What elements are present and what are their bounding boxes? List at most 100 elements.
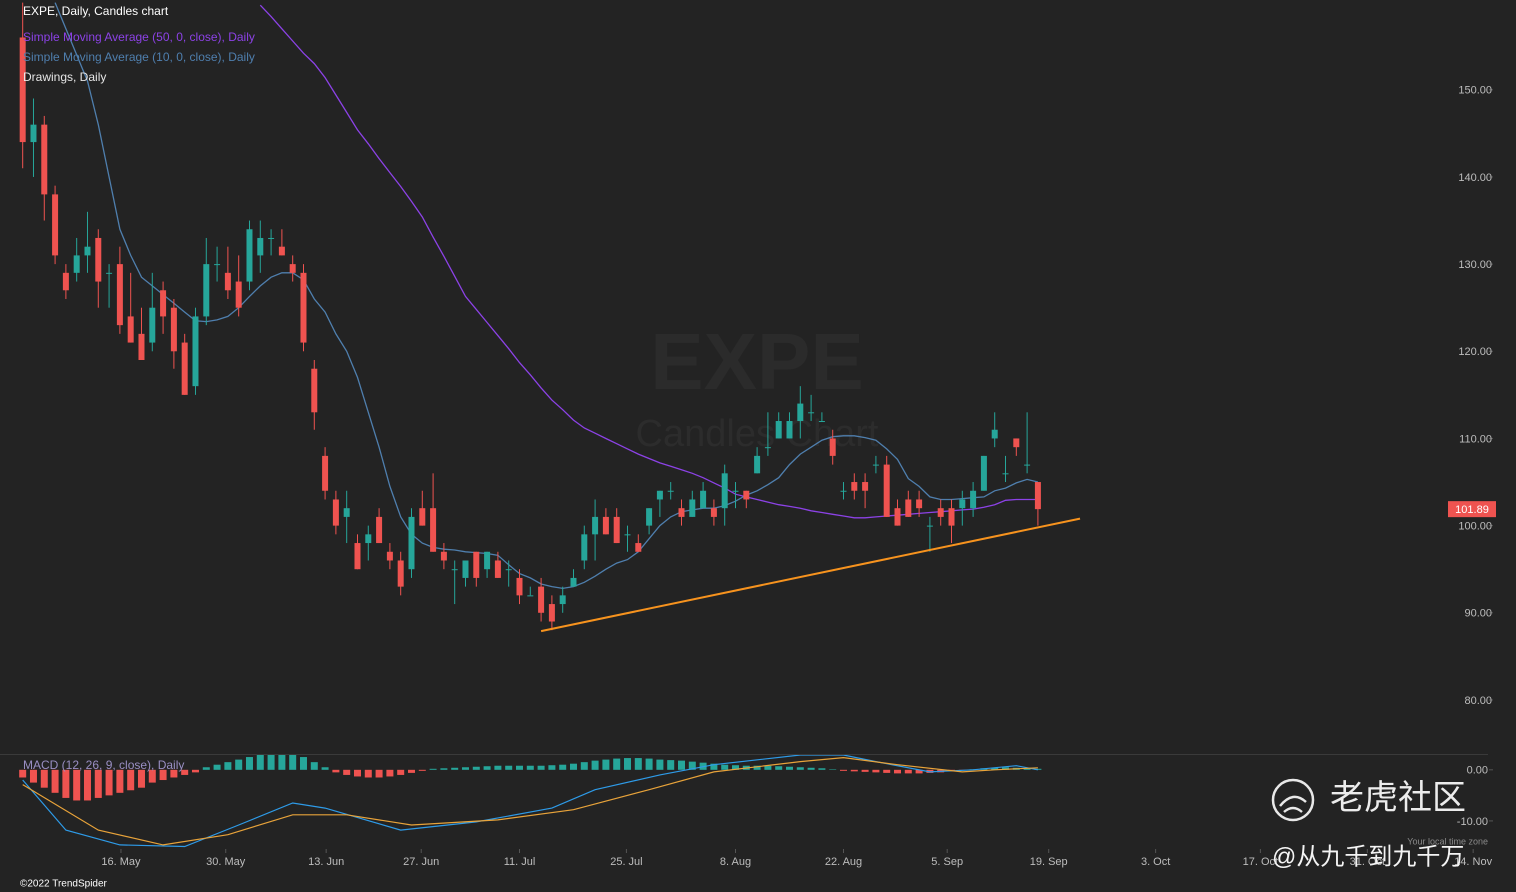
histogram-bar	[256, 755, 264, 770]
histogram-bar	[148, 769, 156, 783]
histogram-bar	[191, 769, 199, 773]
candle-body	[624, 534, 631, 536]
candle-body	[30, 124, 37, 143]
histogram-bar	[829, 769, 837, 770]
x-tick-label: 3. Oct	[1141, 856, 1170, 868]
histogram-bar	[840, 769, 848, 771]
candle-body	[235, 281, 242, 308]
histogram-bar	[688, 761, 696, 770]
candle-body	[332, 499, 339, 526]
x-tick-label: 11. Jul	[504, 856, 536, 868]
candle-body	[656, 490, 663, 500]
histogram-bar	[559, 764, 567, 770]
candle-body	[473, 551, 480, 578]
histogram-bar	[407, 769, 415, 773]
candle-body	[203, 264, 210, 317]
histogram-bar	[461, 767, 469, 770]
histogram-bar	[883, 769, 891, 773]
histogram-bar	[364, 769, 372, 778]
histogram-bar	[872, 769, 880, 773]
histogram-bar	[343, 769, 351, 775]
candle-body	[646, 508, 653, 526]
candle-body	[300, 272, 307, 343]
histogram-bar	[29, 769, 37, 783]
candle-body	[52, 194, 59, 256]
candle-body	[991, 429, 998, 439]
histogram-bar	[796, 767, 804, 770]
histogram-bar	[224, 762, 232, 770]
moving-average-line	[54, 2, 1039, 590]
histogram-bar	[451, 767, 459, 770]
candle-body	[635, 543, 642, 552]
candle-body	[808, 412, 815, 414]
histogram-bar	[386, 769, 394, 777]
histogram-bar	[73, 769, 81, 801]
histogram-bar	[321, 767, 329, 770]
histogram-bar	[645, 758, 653, 770]
candle-body	[343, 508, 350, 517]
chart-title: EXPE, Daily, Candles chart	[23, 4, 169, 18]
histogram-bar	[515, 765, 523, 770]
candle-body	[224, 272, 231, 291]
x-tick-label: 22. Aug	[825, 856, 862, 868]
histogram-bar	[51, 769, 59, 793]
histogram-bar	[127, 769, 135, 791]
histogram-bar	[429, 768, 437, 770]
candle-body	[970, 490, 977, 509]
candle-body	[851, 482, 858, 491]
x-tick-label: 25. Jul	[610, 856, 642, 868]
candle-body	[700, 490, 707, 509]
x-tick-label: 30. May	[206, 856, 246, 868]
histogram-bar	[991, 767, 999, 770]
candle-body	[138, 333, 145, 361]
histogram-bar	[105, 769, 113, 796]
candle-body	[872, 464, 879, 466]
candle-body	[246, 229, 253, 282]
histogram-bar	[299, 757, 307, 770]
histogram-bar	[472, 766, 480, 770]
histogram-bar	[807, 767, 815, 770]
x-tick-label: 27. Jun	[403, 856, 439, 868]
candle-body	[505, 569, 512, 571]
histogram-bar	[602, 759, 610, 770]
y-tick-label: 0.00	[1467, 765, 1488, 777]
histogram-bar	[634, 758, 642, 770]
x-tick-label: 19. Sep	[1030, 856, 1068, 868]
candle-body	[311, 368, 318, 413]
candle-body	[948, 508, 955, 526]
candle-body	[916, 499, 923, 509]
histogram-bar	[786, 766, 794, 770]
macd-title: MACD (12, 26, 9, close), Daily	[23, 758, 184, 772]
histogram-bar	[137, 769, 145, 788]
candle-body	[818, 421, 825, 423]
candle-body	[95, 237, 102, 282]
candle-body	[570, 577, 577, 587]
legend-entry: Simple Moving Average (10, 0, close), Da…	[23, 50, 255, 64]
histogram-bar	[764, 765, 772, 770]
histogram-bar	[245, 757, 253, 770]
y-tick-label: 90.00	[1464, 608, 1492, 620]
histogram-bar	[623, 758, 631, 770]
histogram-bar	[267, 755, 275, 770]
y-tick-label: 120.00	[1458, 346, 1492, 358]
y-tick-label: 110.00	[1459, 433, 1492, 445]
histogram-bar	[677, 760, 685, 770]
candle-body	[732, 490, 739, 492]
candle-body	[419, 508, 426, 526]
histogram-bar	[19, 769, 27, 778]
histogram-bar	[667, 760, 675, 770]
candle-body	[797, 403, 804, 422]
histogram-bar	[721, 764, 729, 770]
candle-body	[149, 307, 156, 343]
candle-body	[1034, 482, 1041, 510]
candle-body	[84, 246, 91, 256]
timezone-note: Your local time zone	[1407, 836, 1488, 846]
y-tick-label: 140.00	[1458, 172, 1492, 184]
histogram-bar	[775, 766, 783, 770]
histogram-bar	[332, 769, 340, 773]
histogram-bar	[656, 759, 664, 770]
candle-body	[743, 490, 750, 500]
